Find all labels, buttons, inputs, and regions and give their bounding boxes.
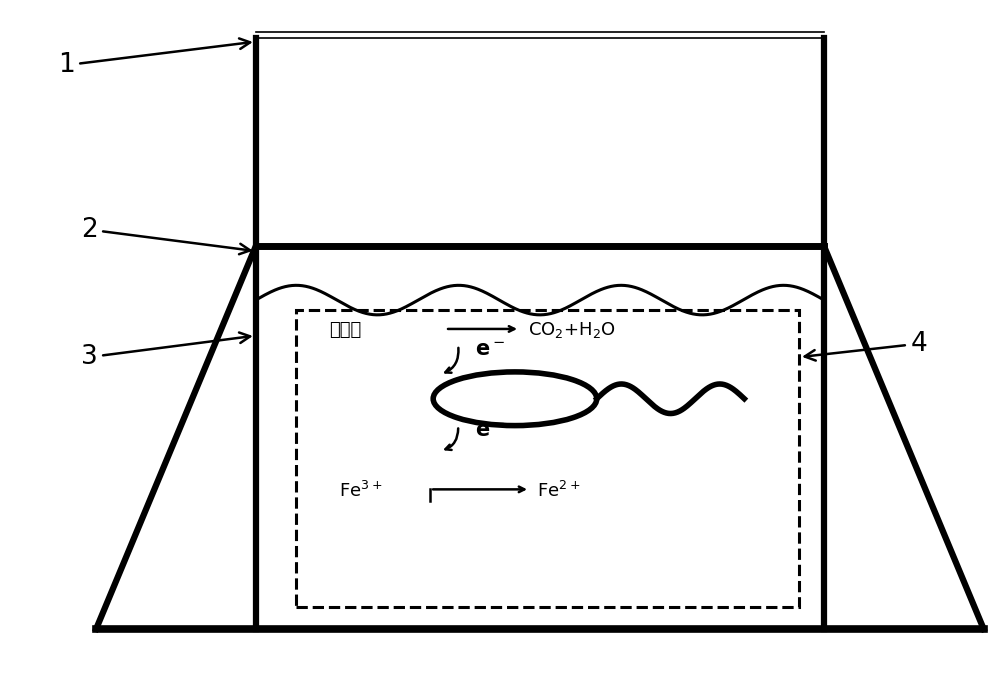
- Text: Fe$^{2+}$: Fe$^{2+}$: [537, 481, 580, 501]
- Text: 乙酸钠: 乙酸钠: [329, 321, 362, 339]
- Text: CO$_2$+H$_2$O: CO$_2$+H$_2$O: [528, 320, 616, 340]
- Text: Fe$^{3+}$: Fe$^{3+}$: [339, 481, 382, 501]
- Text: e$^-$: e$^-$: [475, 340, 505, 361]
- Text: 3: 3: [81, 332, 250, 370]
- Bar: [296, 310, 799, 607]
- Text: 2: 2: [81, 216, 250, 254]
- Text: 4: 4: [805, 331, 927, 361]
- Text: 1: 1: [58, 38, 250, 78]
- Text: e$^-$: e$^-$: [475, 421, 505, 441]
